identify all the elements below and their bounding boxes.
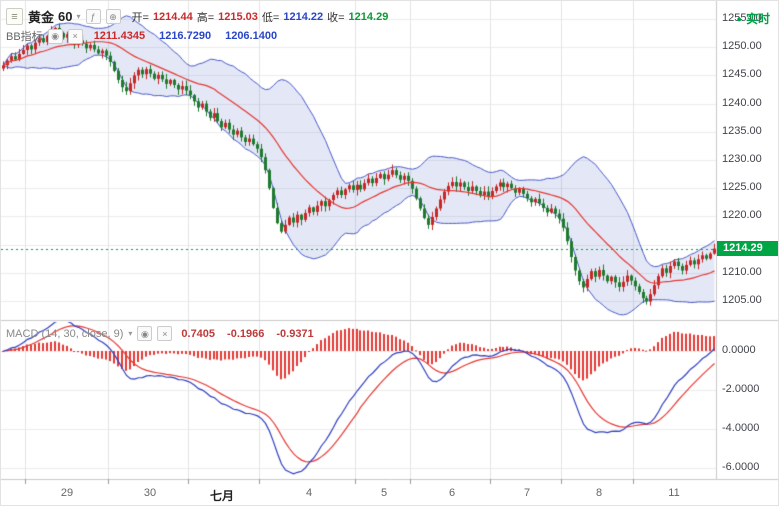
interval-label: 60	[58, 9, 73, 24]
macd-dif-value: -0.1966	[227, 327, 265, 340]
last-price-badge: 1214.29	[717, 241, 778, 256]
low-value: 1214.22	[283, 10, 324, 23]
time-axis-label: 7	[523, 487, 531, 499]
price-axis-label: 1250.00	[722, 40, 762, 52]
macd-hist-value: 0.7405	[181, 327, 216, 340]
macd-axis-label: -2.0000	[722, 383, 760, 395]
close-label: 收=	[327, 11, 345, 24]
price-axis-label: 1210.00	[722, 266, 762, 278]
macd-axis-label: 0.0000	[722, 344, 756, 356]
chart-header-row: ≡ 黄金 60 ▾ ƒ ⊕ 开= 1214.44 高= 1215.03 低= 1…	[6, 7, 388, 26]
bb-close-icon[interactable]: ×	[67, 28, 83, 44]
macd-visibility-icon[interactable]: ◉	[137, 326, 153, 341]
low-label: 低=	[261, 11, 280, 24]
open-value: 1214.44	[152, 10, 193, 23]
bb-upper-value: 1216.7290	[159, 30, 212, 42]
symbol-name: 黄金	[28, 10, 55, 25]
time-axis-label-month: 七月	[209, 489, 235, 503]
ohlc-readout: 开= 1214.44 高= 1215.03 低= 1214.22 收= 1214…	[132, 9, 389, 25]
time-axis-label: 30	[143, 487, 157, 499]
bb-indicator-label: BB指标	[6, 31, 43, 43]
indicator-icon[interactable]: ƒ	[85, 9, 101, 24]
price-axis-label: 1235.00	[722, 125, 762, 137]
bb-lower-value: 1206.1400	[225, 30, 278, 42]
open-label: 开=	[131, 11, 149, 24]
macd-indicator-row: MACD (14, 30, close, 9) ▾ ◉ × 0.7405 -0.…	[6, 326, 314, 341]
time-axis-label: 29	[60, 487, 74, 499]
bb-visibility-icon[interactable]: ◉	[47, 28, 63, 44]
add-indicator-icon[interactable]: ⊕	[105, 9, 121, 24]
macd-values: 0.7405 -0.1966 -0.9371	[181, 328, 313, 340]
price-axis-label: 1230.00	[722, 153, 762, 165]
realtime-status: ● 实时	[737, 10, 770, 27]
high-value: 1215.03	[218, 10, 258, 23]
time-axis-label: 4	[305, 487, 313, 499]
price-axis-label: 1220.00	[722, 209, 762, 221]
high-label: 高=	[196, 11, 215, 24]
macd-chevron-down-icon: ▾	[128, 329, 133, 338]
bb-mid-value: 1211.4345	[93, 30, 146, 42]
bb-indicator-row: BB指标 ◉ × 1211.4345 1216.7290 1206.1400	[6, 28, 277, 44]
time-axis-label: 8	[595, 487, 603, 499]
macd-close-icon[interactable]: ×	[157, 326, 173, 341]
macd-axis-label: -4.0000	[722, 422, 760, 434]
price-axis-label: 1255.00	[722, 12, 762, 24]
chevron-down-icon: ▾	[76, 12, 81, 21]
macd-dea-value: -0.9371	[276, 327, 314, 340]
macd-axis-label: -6.0000	[722, 461, 760, 473]
price-axis-label: 1245.00	[722, 68, 762, 80]
price-axis-label: 1225.00	[722, 181, 762, 193]
time-axis-label: 6	[448, 487, 456, 499]
time-axis-label: 11	[668, 487, 680, 499]
realtime-dot-icon: ●	[736, 13, 742, 24]
symbol-selector[interactable]: 黄金 60 ▾	[28, 7, 81, 26]
price-axis-label: 1205.00	[722, 294, 762, 306]
menu-icon[interactable]: ≡	[6, 8, 23, 25]
price-axis-label: 1240.00	[722, 97, 762, 109]
close-value: 1214.29	[348, 10, 389, 23]
macd-indicator-label: MACD (14, 30, close, 9)	[6, 327, 124, 340]
realtime-label: 实时	[745, 12, 770, 26]
bb-values: 1211.4345 1216.7290 1206.1400	[94, 30, 277, 42]
time-axis-label: 5	[380, 487, 388, 499]
